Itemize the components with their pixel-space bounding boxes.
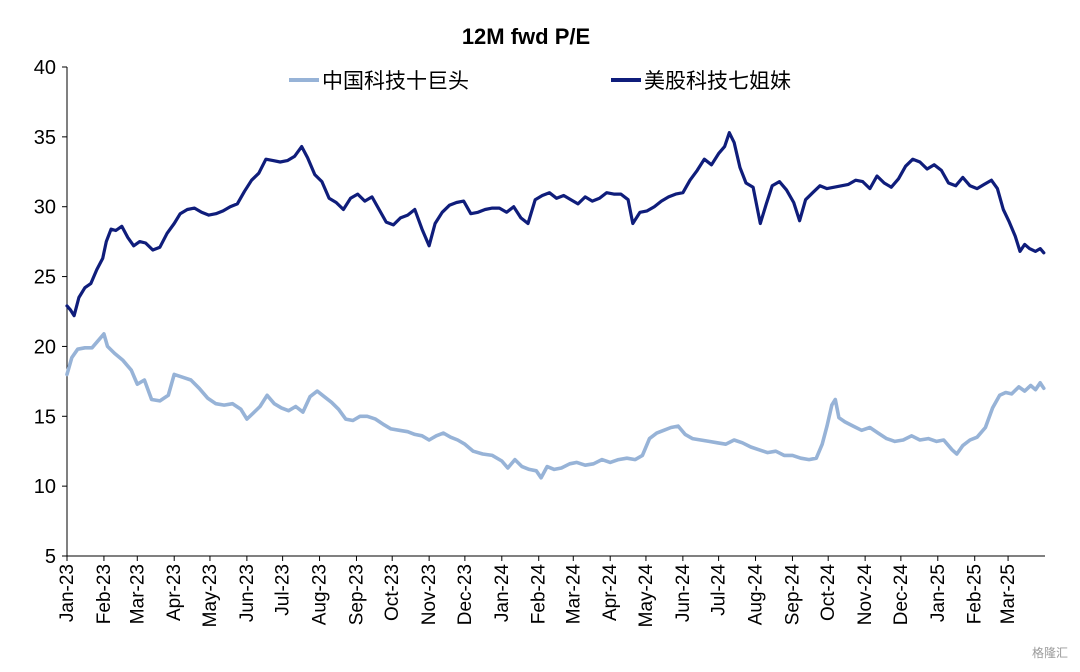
x-tick-label: May-24 [636,564,657,628]
x-tick-label: Jun-24 [673,564,694,623]
series-line-china-tech [65,332,1046,480]
x-tick-label: Oct-23 [382,564,403,621]
x-tick-label: Aug-23 [310,564,331,625]
x-tick-label: Apr-23 [164,564,185,621]
y-tick-label: 5 [45,546,56,568]
y-tick-label: 15 [34,406,56,428]
x-tick-label: Jan-24 [492,564,513,623]
legend: 中国科技十巨头 美股科技七姐妹 [289,70,791,93]
series-line-us-tech [65,131,1046,318]
x-tick-label: Feb-23 [94,564,115,624]
axes-layer: 5 10 15 20 25 30 35 40 Jan-23 Feb-23 Mar-23 Apr-23 M… [34,57,1045,627]
x-tick-label: Aug-24 [746,564,767,626]
x-tick-label: Dec-23 [455,564,476,625]
x-tick-label: Oct-24 [818,564,839,621]
y-tick-label: 30 [34,197,56,219]
x-tick-label: Dec-24 [891,564,912,626]
x-tick-label: Feb-24 [529,564,550,625]
legend-label: 美股科技七姐妹 [644,70,791,93]
chart-title: 12M fwd P/E [462,24,590,49]
x-tick-label: Mar-25 [998,564,1019,624]
x-tick-label: Jan-23 [57,564,78,622]
x-tick-label: Nov-24 [855,564,876,626]
watermark-text: 格隆汇 [1031,646,1068,660]
y-tick-label: 10 [34,476,56,498]
series-layer [65,131,1046,480]
y-tick-label: 20 [34,336,56,358]
legend-label: 中国科技十巨头 [322,70,469,93]
x-tick-label: May-23 [200,564,221,627]
x-tick-label: Sep-24 [782,564,803,626]
y-tick-label: 35 [34,127,56,149]
x-tick-label: Mar-24 [563,564,584,625]
x-tick-label: Jul-23 [273,564,294,616]
x-tick-label: Jul-24 [709,564,730,616]
x-tick-label: Nov-23 [419,564,440,625]
x-tick-label: Feb-25 [965,564,986,624]
x-tick-label: Sep-23 [346,564,367,625]
y-tick-label: 40 [34,57,56,79]
x-tick-label: Apr-24 [600,564,621,621]
y-tick-label: 25 [34,267,56,289]
x-tick-label: Jun-23 [237,564,258,622]
x-tick-label: Mar-23 [127,564,148,624]
x-tick-label: Jan-25 [928,564,949,622]
